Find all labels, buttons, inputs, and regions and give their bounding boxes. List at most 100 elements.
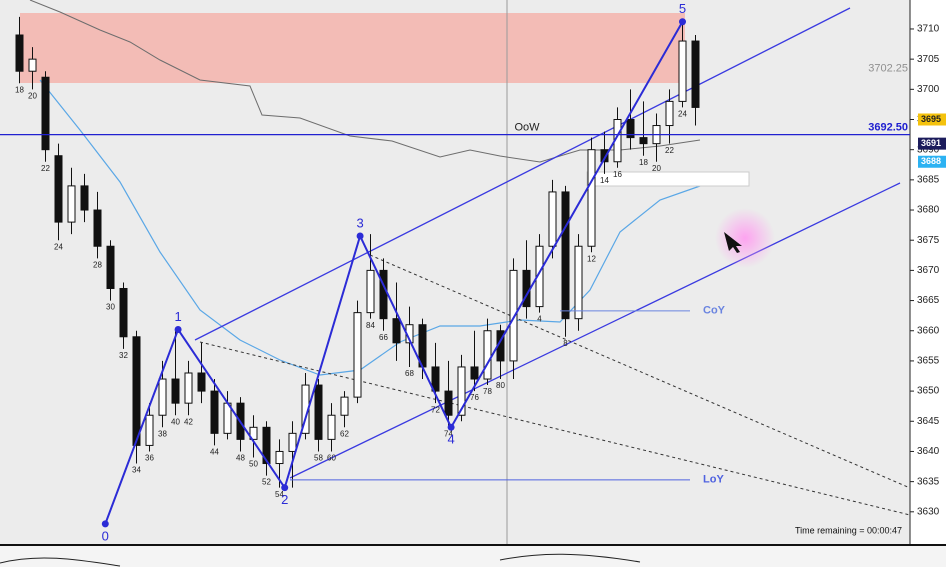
wave-label: 5 xyxy=(679,1,686,16)
candle-body xyxy=(678,40,687,102)
candle-body xyxy=(587,149,596,247)
wave-point xyxy=(356,232,364,240)
bar-label: 24 xyxy=(54,242,63,251)
bar-label: 40 xyxy=(171,417,180,426)
bar-label: 80 xyxy=(496,381,505,390)
bar-label: 14 xyxy=(600,176,609,185)
y-tick-label: 3700 xyxy=(917,84,940,95)
candle-body xyxy=(691,40,700,108)
bar-label: 36 xyxy=(145,454,154,463)
candle-body xyxy=(197,372,206,392)
price-tag xyxy=(918,113,946,126)
bar-label: 62 xyxy=(340,429,349,438)
bar-label: 22 xyxy=(41,164,50,173)
wave-label: 3 xyxy=(356,215,363,230)
candle-body xyxy=(158,378,167,416)
level-label: 3692.50 xyxy=(868,121,908,133)
moving-average-grey xyxy=(29,0,701,163)
y-tick-label: 3660 xyxy=(917,325,940,336)
reference-label: LoY xyxy=(703,474,724,486)
candle-body xyxy=(314,384,323,440)
wave-point xyxy=(679,18,686,26)
y-tick-label: 3650 xyxy=(917,386,940,397)
bar-label: 84 xyxy=(366,321,375,330)
candle-body xyxy=(275,450,284,465)
trend-dotted-1 xyxy=(199,341,911,516)
wave-point xyxy=(447,423,455,431)
price-tag xyxy=(918,155,946,168)
candle-body xyxy=(444,390,453,416)
y-tick-label: 3670 xyxy=(917,265,940,276)
price-tag xyxy=(918,137,946,150)
wave-point xyxy=(174,326,182,334)
candle-body xyxy=(249,426,258,440)
bar-label: 68 xyxy=(405,369,414,378)
bar-label: 22 xyxy=(665,146,674,155)
candle-body xyxy=(119,287,128,338)
bar-label: 58 xyxy=(314,454,323,463)
wave-label: 4 xyxy=(447,432,454,447)
candle-body xyxy=(28,58,37,72)
wave-point xyxy=(101,520,109,528)
bar-label: 18 xyxy=(15,85,24,94)
bar-label: 74 xyxy=(444,429,453,438)
bar-label: 66 xyxy=(379,333,388,342)
bar-label: 18 xyxy=(639,158,648,167)
bar-label: 48 xyxy=(236,454,245,463)
time-remaining: Time remaining = 00:00:47 xyxy=(795,525,902,535)
wave-label: 2 xyxy=(281,492,288,507)
y-tick-label: 3710 xyxy=(917,24,940,35)
y-tick-label: 3635 xyxy=(917,476,940,487)
bar-label: 24 xyxy=(678,110,687,119)
candle-body xyxy=(600,149,609,163)
candle-body xyxy=(132,336,141,446)
bar-label: 72 xyxy=(431,405,440,414)
candle-body xyxy=(54,155,63,223)
channel-lower xyxy=(289,182,901,479)
candle-body xyxy=(457,366,466,416)
candle-body xyxy=(366,269,375,314)
candle-body xyxy=(67,185,76,223)
candle-body xyxy=(561,191,570,320)
candle-body xyxy=(210,390,219,434)
indicator-panel xyxy=(0,545,946,567)
bar-label: 30 xyxy=(106,303,115,312)
candle-body xyxy=(379,269,388,320)
y-tick-label: 3705 xyxy=(917,54,940,65)
candle-body xyxy=(262,426,271,465)
candle-body xyxy=(41,76,50,151)
input-box xyxy=(586,171,750,187)
y-tick-label: 3630 xyxy=(917,506,940,517)
trend-dotted-2 xyxy=(369,254,911,489)
candle-body xyxy=(15,34,24,72)
y-tick-label: 3640 xyxy=(917,446,940,457)
reference-label: CoY xyxy=(703,305,726,317)
candle-body xyxy=(145,414,154,446)
candle-body xyxy=(574,245,583,320)
bar-label: 8 xyxy=(563,339,568,348)
y-tick-label: 3655 xyxy=(917,356,940,367)
cursor xyxy=(724,232,742,253)
candle-body xyxy=(327,414,336,440)
y-tick-label: 3690 xyxy=(917,144,940,155)
y-tick-label: 3680 xyxy=(917,205,940,216)
candle-body xyxy=(639,137,648,145)
cursor-highlight xyxy=(715,208,775,268)
candle-body xyxy=(93,209,102,247)
candle-body xyxy=(353,312,362,398)
channel-upper xyxy=(194,7,851,341)
bar-label: 28 xyxy=(93,260,102,269)
wave-label: 0 xyxy=(102,528,109,543)
candle-body xyxy=(288,432,297,452)
level-note: OoW xyxy=(514,121,540,133)
candle-body xyxy=(483,330,492,380)
y-tick-label: 3645 xyxy=(917,416,940,427)
wave-line xyxy=(104,21,684,525)
bar-label: 76 xyxy=(470,393,479,402)
candle-body xyxy=(106,245,115,289)
wave-point xyxy=(281,484,289,492)
y-tick-label: 3685 xyxy=(917,174,940,185)
price-tag-label: 3695 xyxy=(921,114,941,124)
bar-label: 44 xyxy=(210,448,219,457)
indicator-line xyxy=(0,553,641,567)
